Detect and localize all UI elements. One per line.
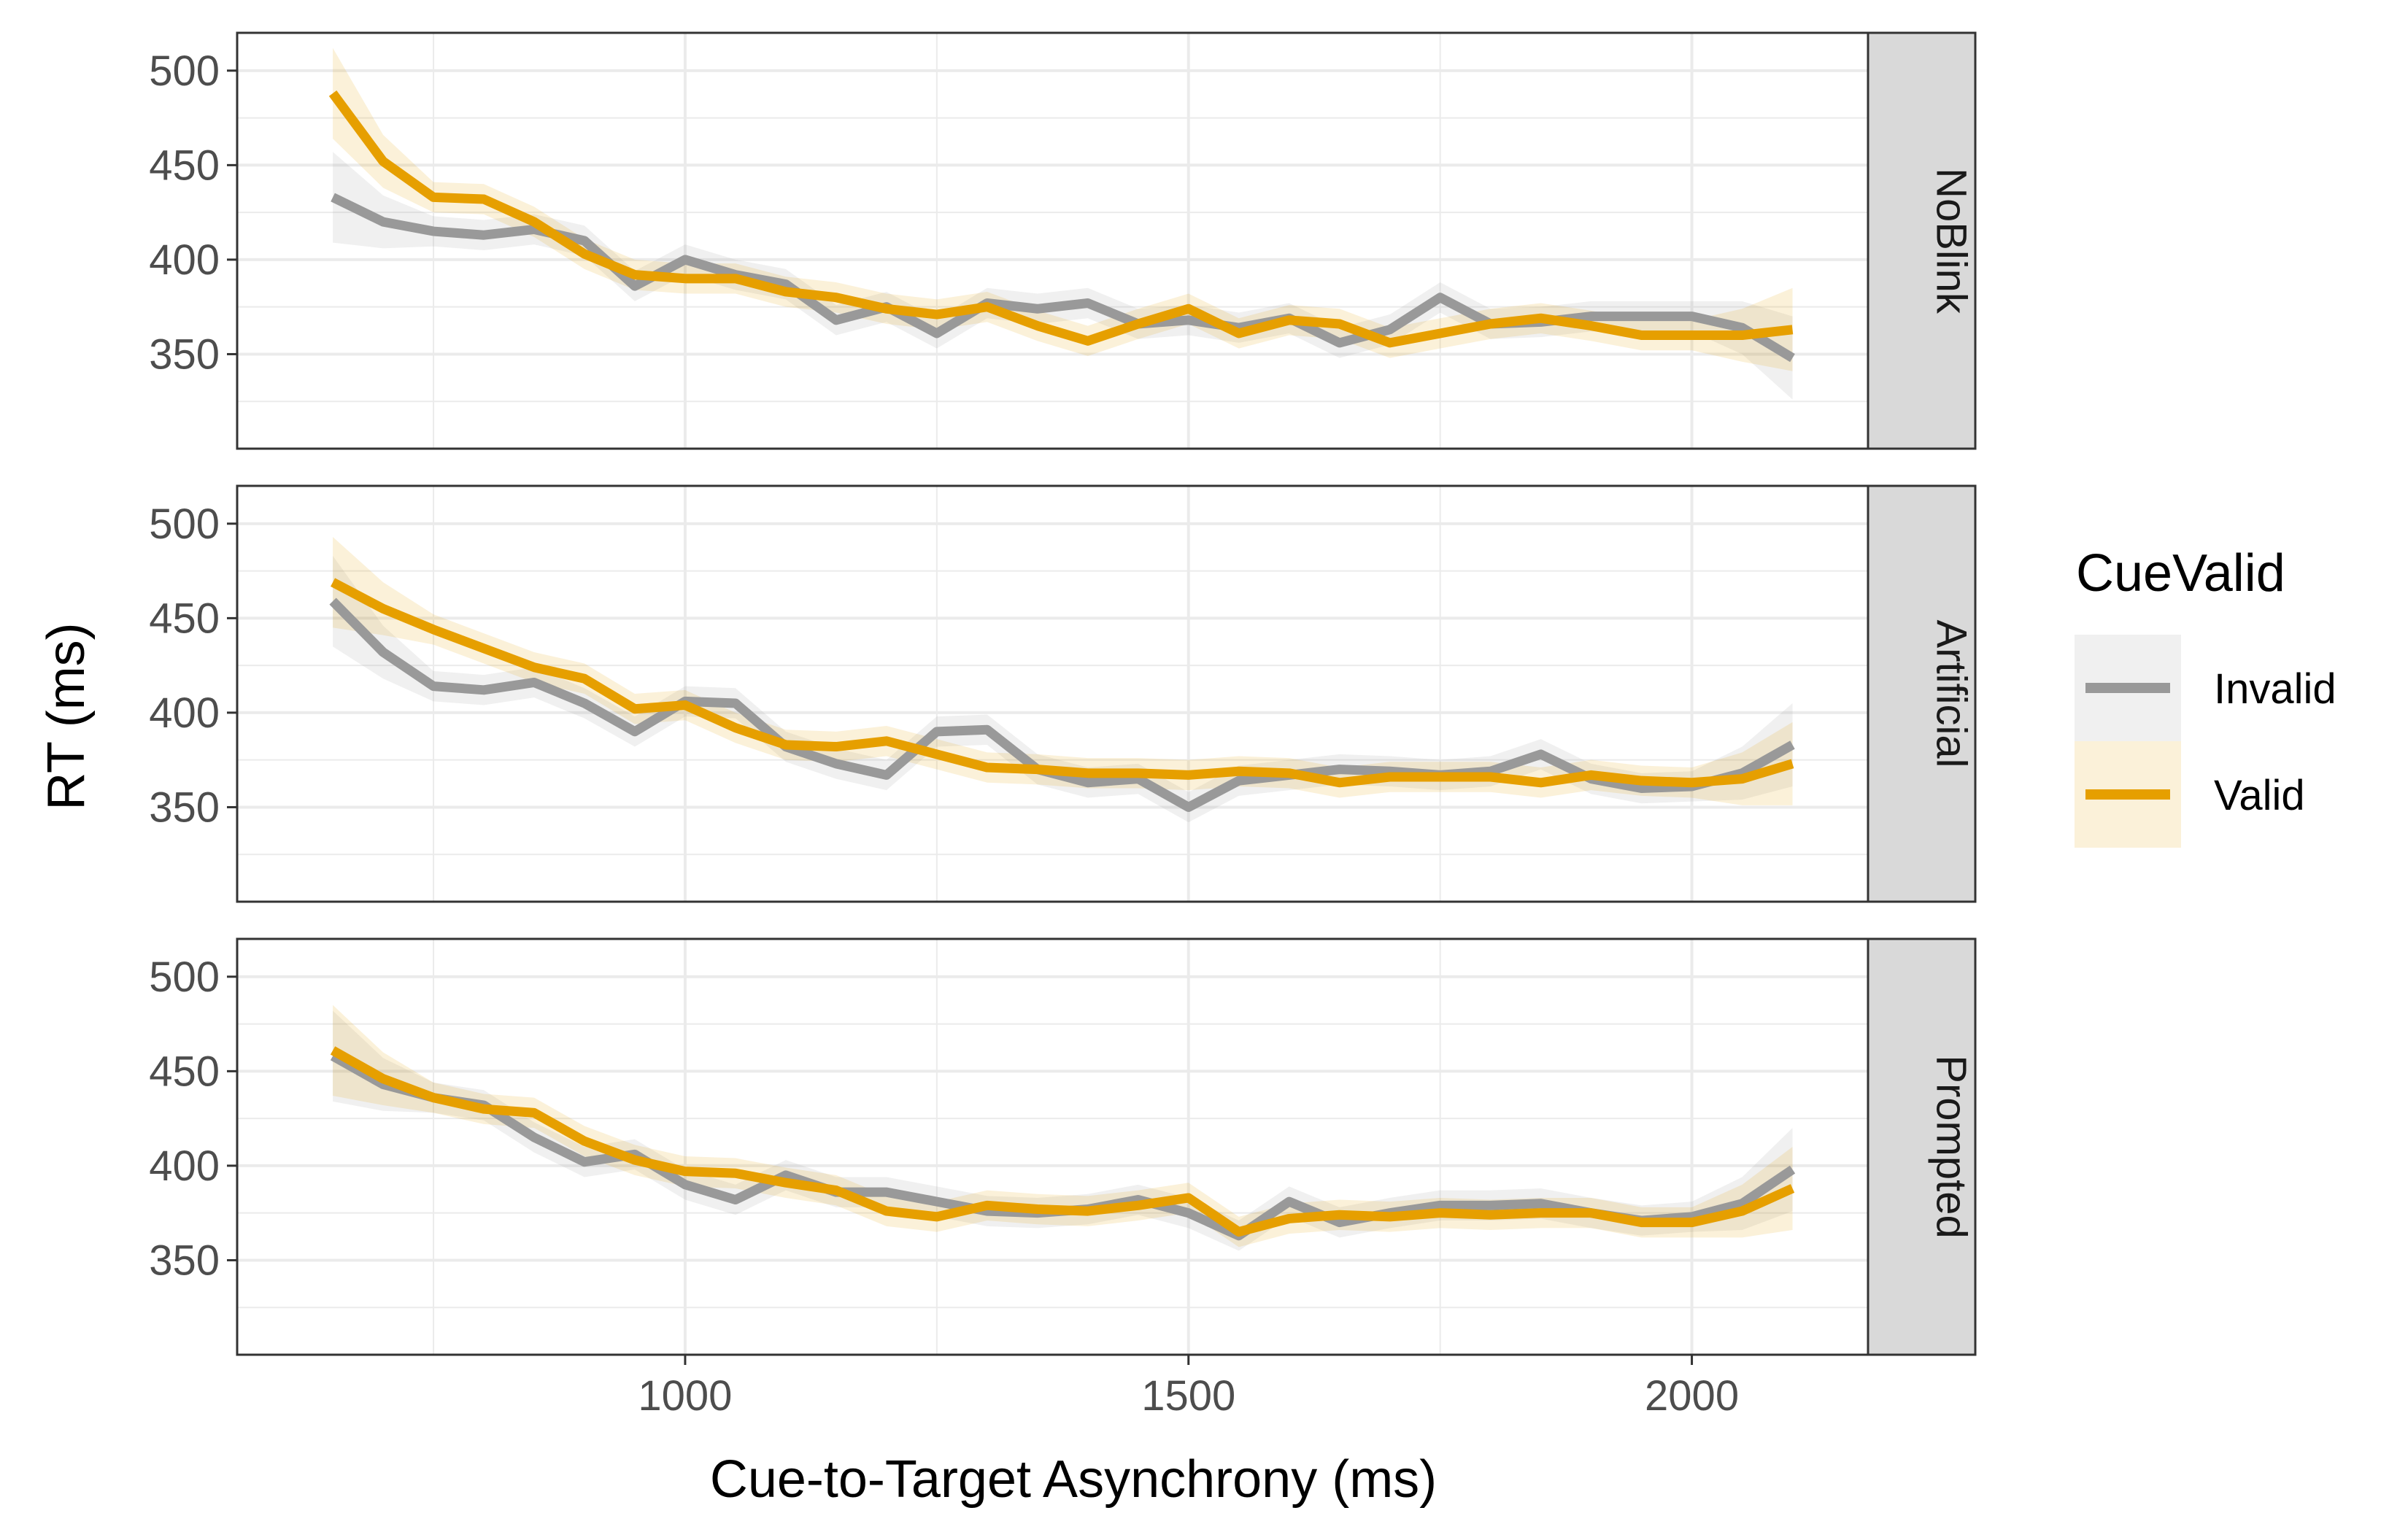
legend-item-valid: Valid bbox=[2075, 741, 2305, 848]
y-tick-label: 500 bbox=[149, 500, 220, 548]
legend-item-invalid: Invalid bbox=[2075, 635, 2336, 741]
y-tick-label: 350 bbox=[149, 1237, 220, 1284]
y-tick-label: 450 bbox=[149, 1048, 220, 1095]
confidence-band-valid bbox=[333, 47, 1793, 371]
y-tick-label: 350 bbox=[149, 784, 220, 831]
series-line-valid bbox=[331, 578, 1794, 788]
strip-label-artificial: Artificial bbox=[1928, 619, 1975, 767]
strip-prompted bbox=[1867, 937, 1977, 1356]
strip-noblink bbox=[1867, 31, 1977, 450]
legend-title: CueValid bbox=[2076, 544, 2285, 603]
strip-label-prompted: Prompted bbox=[1928, 1055, 1975, 1238]
strip-label-noblink: NoBlink bbox=[1928, 168, 1975, 314]
y-tick-label: 400 bbox=[149, 236, 220, 284]
x-axis: 1000 1500 2000 bbox=[638, 1355, 1739, 1420]
x-tick-label: 1500 bbox=[1141, 1372, 1235, 1420]
series-line-valid bbox=[330, 1046, 1795, 1237]
legend-label-valid: Valid bbox=[2214, 772, 2305, 819]
panel-background bbox=[237, 939, 1868, 1355]
strip-artificial bbox=[1867, 484, 1977, 903]
x-axis-title: Cue-to-Target Asynchrony (ms) bbox=[710, 1450, 1437, 1509]
legend: CueValid Invalid Valid bbox=[2075, 544, 2336, 848]
y-tick-label: 400 bbox=[149, 689, 220, 737]
panel-noblink: NoBlink 350 400 450 500 bbox=[149, 31, 1977, 450]
legend-label-invalid: Invalid bbox=[2214, 665, 2336, 713]
x-tick-label: 1000 bbox=[638, 1372, 732, 1420]
panel-prompted: Prompted 350 400 450 500 bbox=[149, 937, 1977, 1356]
panels-layer: NoBlink 350 400 450 500 Artificial 350 400 450 50… bbox=[149, 31, 1977, 1356]
panel-background bbox=[237, 486, 1868, 902]
y-tick-label: 500 bbox=[149, 953, 220, 1001]
y-tick-label: 350 bbox=[149, 330, 220, 378]
y-tick-label: 450 bbox=[149, 142, 220, 189]
y-axis-title: RT (ms) bbox=[37, 622, 96, 810]
y-tick-label: 400 bbox=[149, 1142, 220, 1190]
y-tick-label: 450 bbox=[149, 595, 220, 642]
series-line-valid bbox=[328, 90, 1794, 348]
x-tick-label: 2000 bbox=[1645, 1372, 1739, 1420]
panel-artificial: Artificial 350 400 450 500 bbox=[149, 484, 1977, 903]
panel-background bbox=[237, 33, 1868, 449]
y-tick-label: 500 bbox=[149, 47, 220, 95]
